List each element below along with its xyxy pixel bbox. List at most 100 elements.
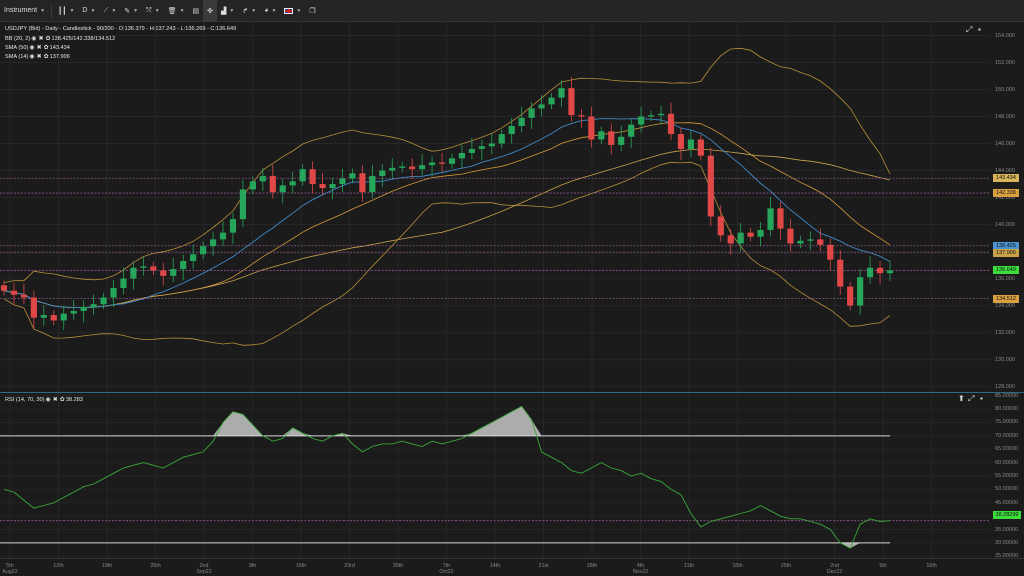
close-icon[interactable]: ✖ — [38, 36, 44, 42]
expand-icon[interactable]: ⤢ — [968, 394, 975, 403]
candle — [389, 167, 396, 171]
candle — [448, 158, 456, 164]
time-tick-day: 21st — [538, 563, 549, 569]
eye-icon[interactable]: ◉ — [29, 45, 35, 51]
rsi-tick-label: 85.00000 — [995, 392, 1018, 399]
time-tick-day: 26th — [150, 563, 161, 569]
candle — [299, 169, 306, 182]
candle — [787, 228, 794, 244]
price-tick-label: 140.000 — [995, 221, 1015, 228]
annotation-tools-button[interactable]: ✎ ▼ — [120, 0, 142, 22]
candle — [259, 175, 266, 182]
gear-icon[interactable]: ✿ — [45, 36, 51, 42]
time-tick-month: Oct22 — [439, 569, 454, 575]
time-tick-label: 21st — [538, 563, 548, 569]
crosshair-button[interactable]: ✜ — [203, 0, 218, 22]
time-tick-day: 2nd — [199, 563, 209, 569]
time-tick-label: 14th — [490, 563, 500, 569]
candle — [807, 239, 814, 241]
candle — [876, 267, 884, 274]
price-tick-label: 150.000 — [995, 86, 1015, 93]
language-selector[interactable]: ▼ — [280, 0, 305, 22]
rsi-tick-label: 55.00000 — [995, 473, 1018, 479]
price-panel[interactable]: USDJPY (Bid) - Daily - Candlestick - 90/… — [0, 22, 1024, 392]
gear-icon[interactable]: ✿ — [59, 397, 65, 403]
candle — [279, 185, 286, 193]
candle — [677, 134, 685, 149]
candle — [349, 173, 356, 179]
time-axis[interactable]: 5th Aug22 12th 19th 26th 2nd Sep22 9th 16th 23rd 3… — [0, 558, 1024, 576]
move-up-icon[interactable]: ⬆ — [958, 394, 965, 403]
time-tick-label: 7th Oct22 — [439, 563, 453, 575]
rsi-tick-label: 25.00000 — [995, 553, 1018, 560]
close-icon[interactable]: ✖ — [36, 54, 42, 60]
layout-button[interactable]: ▤ — [189, 0, 204, 22]
price-badge-bb-lower: 134.512 — [993, 294, 1019, 303]
candle — [379, 170, 386, 176]
close-panel-icon[interactable]: ▪ — [980, 394, 983, 403]
candle — [209, 239, 217, 247]
pattern-tools-button[interactable]: ⤲ ▼ — [142, 0, 164, 22]
candle — [409, 166, 416, 170]
rsi-tick-label: 70.00000 — [995, 432, 1018, 439]
rsi-tick-label: 65.00000 — [995, 446, 1018, 453]
candle — [538, 104, 545, 109]
toolbar-divider — [51, 3, 53, 18]
time-tick-month: Nov22 — [632, 569, 649, 575]
legend-bb: BB (20, 2) ◉ ✖ ✿ 138.425/142.338/134.512 — [5, 35, 115, 43]
drawing-tools-button[interactable]: ⟋ ▼ — [99, 0, 120, 22]
time-tick-label: 23rd — [344, 563, 355, 569]
candle — [70, 310, 77, 314]
time-tick-label: 4th Nov22 — [633, 563, 648, 575]
candle — [618, 136, 625, 145]
toolbar: Instrument ▼ ┃┃ ▼ D ▼ ⟋ ▼ ✎ ▼ ⤲ ▼ 🗑 ▼ ▤ ✜ ▟ ▼ ↱ ▼… — [0, 0, 1024, 22]
popout-icon: ❐ — [309, 7, 316, 15]
time-tick-day: 16th — [295, 563, 307, 569]
price-badge-bb-upper: 142.338 — [993, 188, 1019, 197]
candle — [219, 232, 227, 240]
eye-icon[interactable]: ◉ — [29, 54, 35, 60]
share-button[interactable]: ↱ ▼ — [238, 0, 260, 22]
chevron-down-icon: ▼ — [133, 7, 139, 14]
chevron-down-icon: ▼ — [179, 7, 185, 14]
candle — [150, 266, 157, 271]
rsi-tick-label: 80.00000 — [995, 406, 1018, 413]
close-icon[interactable]: ✖ — [52, 397, 58, 403]
chart-type-button[interactable]: ┃┃ ▼ — [54, 0, 78, 22]
time-tick-label: 12th — [53, 563, 63, 569]
expand-icon[interactable]: ⤢ — [966, 25, 973, 34]
eye-icon[interactable]: ◉ — [45, 397, 51, 403]
popout-button[interactable]: ❐ — [305, 0, 319, 22]
delete-drawings-button[interactable]: 🗑 ▼ — [164, 0, 189, 22]
pattern-icon: ⤲ — [146, 6, 152, 14]
candle — [20, 294, 27, 298]
gear-icon[interactable]: ✿ — [43, 45, 49, 51]
legend-sma50: SMA (50) ◉ ✖ ✿ 143.434 — [5, 44, 70, 52]
time-tick-day: 28th — [586, 563, 598, 569]
candle — [359, 173, 366, 193]
time-tick-label: 11th — [684, 563, 694, 569]
candle — [140, 266, 147, 268]
close-panel-icon[interactable]: ▪ — [978, 25, 981, 34]
candle — [578, 115, 585, 117]
time-tick-label: 9th — [249, 563, 256, 569]
candle — [339, 178, 346, 185]
price-tick-label: 144.000 — [995, 167, 1015, 174]
price-tick-label: 128.000 — [995, 383, 1015, 390]
candle — [110, 288, 117, 298]
gear-icon[interactable]: ✿ — [43, 54, 49, 60]
sma14-line — [3, 118, 891, 309]
close-icon[interactable]: ✖ — [36, 45, 42, 51]
candle — [229, 219, 237, 233]
indicators-button[interactable]: ▟ ▼ — [217, 0, 238, 22]
instrument-selector[interactable]: Instrument ▼ — [0, 0, 49, 22]
candle — [598, 131, 605, 140]
time-tick-month: Sep22 — [196, 569, 212, 575]
eye-icon[interactable]: ◉ — [31, 36, 37, 42]
price-tick-label: 148.000 — [995, 113, 1015, 120]
rsi-panel[interactable]: RSI (14, 70, 30) ◉ ✖ ✿ 38.283 ⬆ ⤢ ▪ 85.000… — [0, 392, 1024, 560]
candle — [687, 139, 694, 149]
candle — [180, 261, 187, 270]
theme-button[interactable]: ◕ ▼ — [260, 0, 280, 22]
timeframe-selector[interactable]: D ▼ — [78, 0, 99, 22]
